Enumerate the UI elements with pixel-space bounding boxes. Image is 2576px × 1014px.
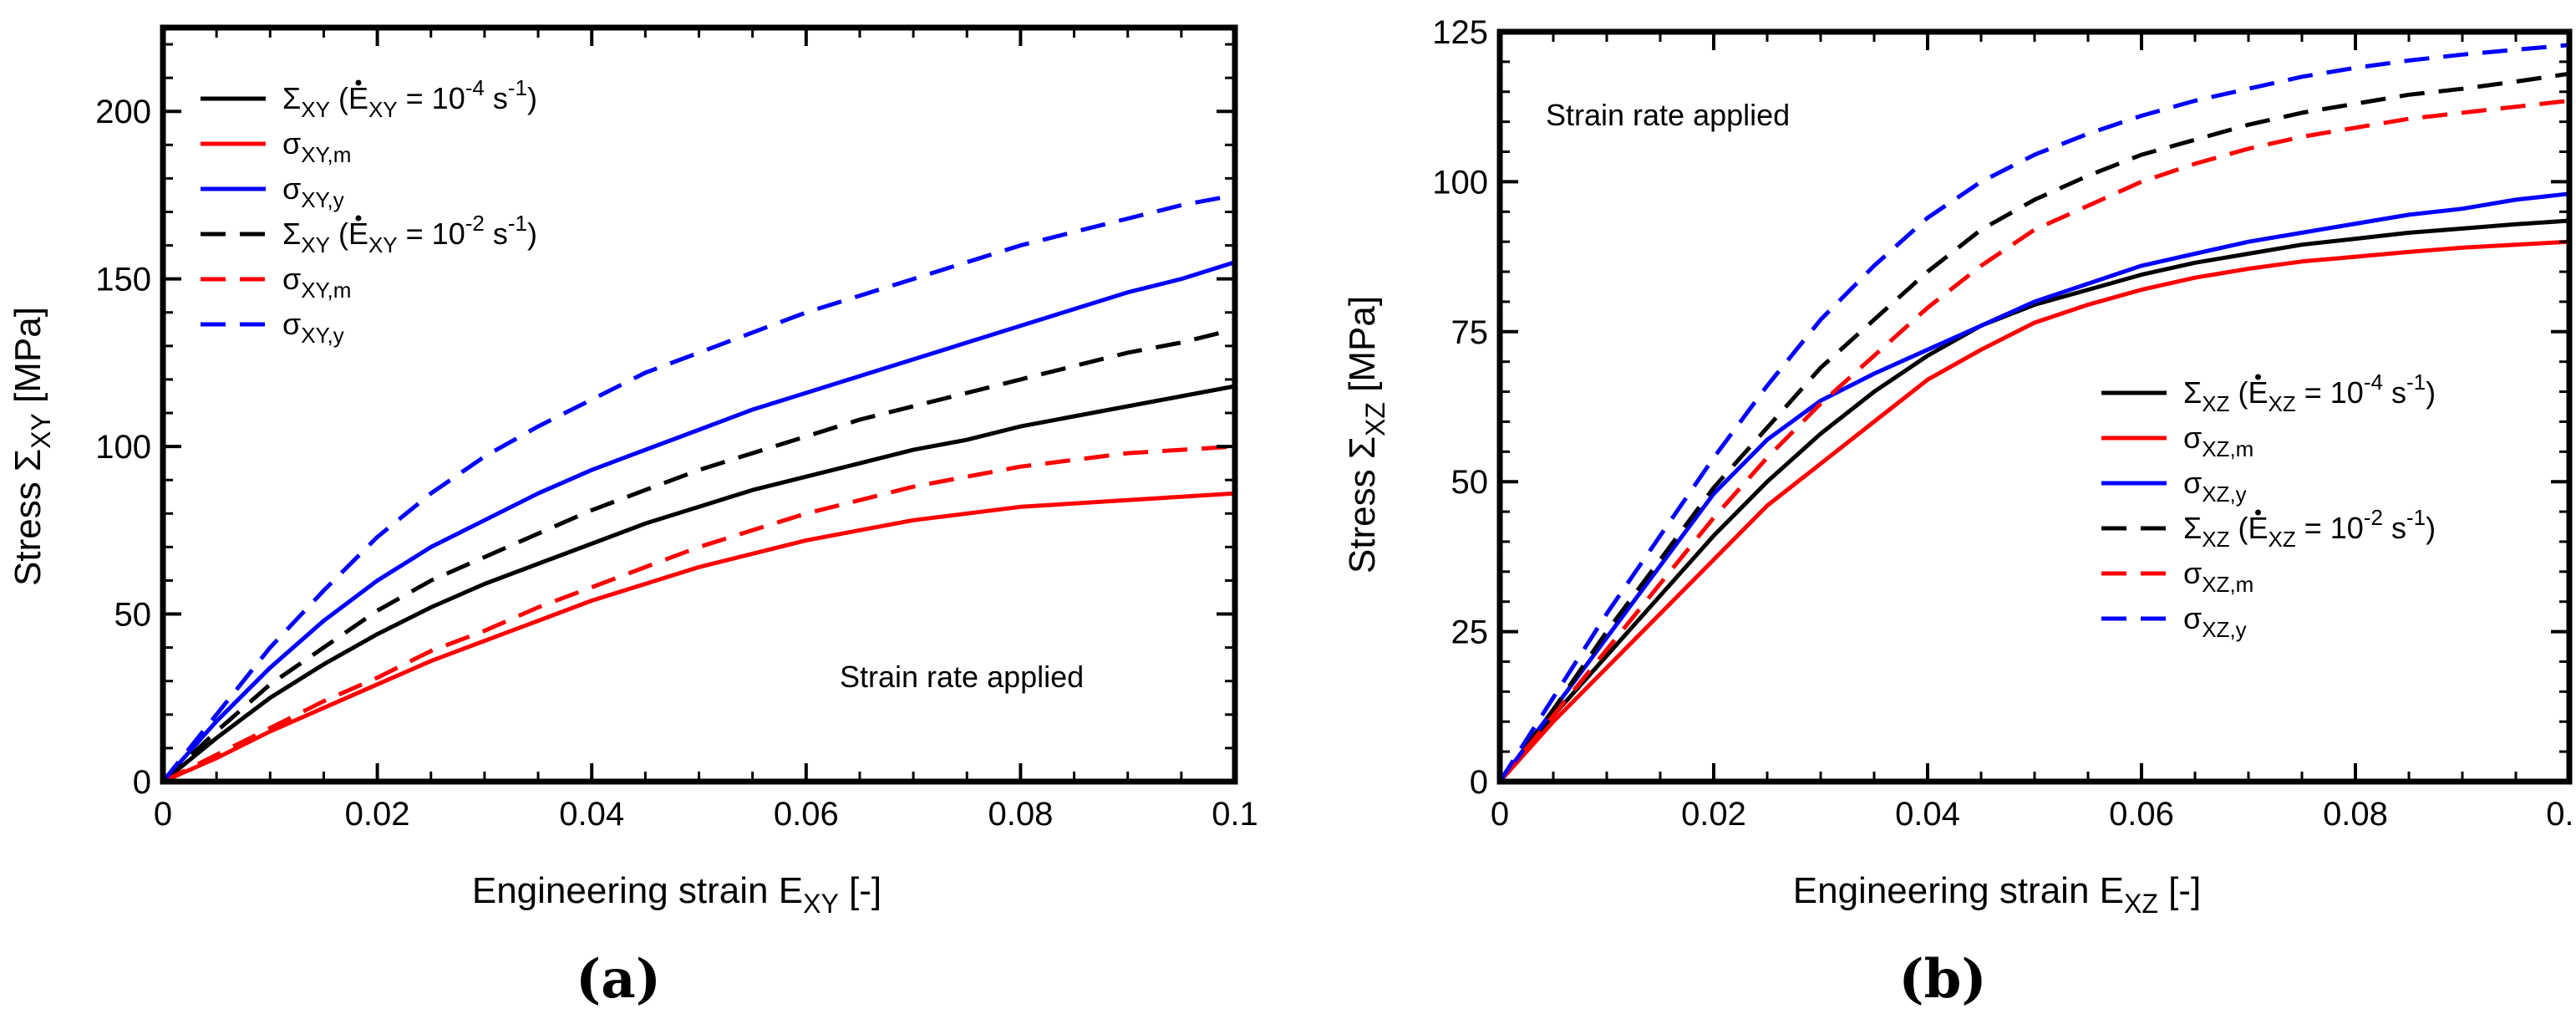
panel-b-legend-entry: ΣXZ (EXZ = 10-4 s-1): [2183, 369, 2436, 416]
panel-b-series-3-line: [1497, 71, 2570, 783]
panel-b-y-tick-label: 125: [1432, 14, 1488, 51]
panel-b-series-0-line: [1498, 218, 2570, 783]
panel-a-series-1-line: [161, 491, 1236, 784]
panel-a-legend-entry: ΣXY (EXY = 10-4 s-1): [282, 75, 537, 122]
panel-b-legend-rate-dot: [2255, 374, 2262, 380]
panel-b-y-tick-label: 50: [1451, 464, 1489, 501]
panel-b-legend-entry: σXZ,m: [2183, 556, 2253, 597]
panel-b-y-tick-label: 75: [1451, 314, 1489, 351]
panel-b-plot-frame: [1496, 28, 2573, 785]
panel-a-legend-entry: σXY,m: [282, 126, 351, 167]
panel-b-series-2-line: [1497, 191, 2570, 783]
panel-b-y-tick-label: 0: [1470, 764, 1488, 801]
panel-a-legend-rate-dot: [355, 79, 362, 86]
panel-b-legend-entry: σXZ,y: [2183, 601, 2247, 642]
panel-a-x-tick-label: 0.1: [1212, 796, 1258, 833]
panel-a-x-tick-label: 0: [154, 796, 172, 833]
panel-a-x-tick-label: 0.02: [345, 796, 410, 833]
panel-b-x-tick-label: 0.1: [2546, 796, 2576, 833]
panel-b-chart: 0 0.02 0.04 0.06 0.08 0.1 0 25 50 75 100 125 ΣXZ (EX…: [1342, 14, 2576, 1011]
panel-a-chart: 0 0.02 0.04 0.06 0.08 0.1 0 50 100 150 200 ΣXY (EXY…: [8, 24, 1258, 1011]
panel-b-series-5-line: [1497, 43, 2570, 783]
panel-a-y-tick-label: 0: [133, 764, 151, 801]
panel-b-series-4-line: [1498, 99, 2570, 783]
panel-b-label: (b): [1898, 948, 1986, 1011]
panel-a-y-axis-label: Stress ΣXY [MPa]: [8, 307, 56, 586]
panel-b-y-tick-label: 25: [1451, 614, 1489, 651]
panel-a-x-axis-label: Engineering strain EXY [-]: [472, 870, 882, 919]
panel-a-legend-entry: ΣXY (EXY = 10-2 s-1): [282, 211, 537, 257]
panel-b-x-tick-label: 0.04: [1895, 796, 1960, 833]
panel-b-series-1-line: [1498, 239, 2570, 783]
panel-a-series-0-line: [161, 384, 1236, 783]
panel-b-x-tick-label: 0: [1491, 796, 1509, 833]
panel-a-series-3-line: [161, 327, 1236, 783]
panel-b-x-axis-label: Engineering strain EXZ [-]: [1793, 870, 2201, 919]
panel-a-y-tick-label: 150: [95, 262, 151, 298]
panel-b-legend-rate-dot: [2255, 509, 2262, 516]
panel-a-label: (a): [576, 948, 661, 1011]
panel-b-x-tick-label: 0.08: [2323, 796, 2388, 833]
panel-a-x-tick-label: 0.06: [774, 796, 839, 833]
panel-a-legend-entry: σXY,y: [282, 307, 344, 348]
panel-b-x-tick-label: 0.02: [1681, 796, 1746, 833]
panel-a-legend-entry: σXY,y: [282, 171, 344, 212]
panel-a-series-4-line: [161, 444, 1236, 784]
panel-b-legend-entry: σXZ,y: [2183, 466, 2247, 507]
panel-a-y-tick-label: 100: [95, 429, 151, 466]
panel-a-series-2-line: [161, 260, 1236, 783]
panel-b-legend-entry: ΣXZ (EXZ = 10-2 s-1): [2183, 505, 2436, 552]
panel-a-series-5-line: [161, 192, 1236, 783]
panel-a-annotation: Strain rate applied: [840, 660, 1084, 694]
panel-b-y-tick-label: 100: [1432, 164, 1488, 201]
panel-b-x-tick-label: 0.06: [2109, 796, 2174, 833]
panel-a-y-tick-label: 50: [114, 597, 152, 634]
panel-a-legend-rate-dot: [355, 215, 362, 222]
panel-a-x-tick-label: 0.08: [988, 796, 1053, 833]
panel-b-y-axis-label: Stress ΣXZ [MPa]: [1342, 296, 1390, 573]
panel-a-legend-entry: σXY,m: [282, 262, 351, 303]
panel-a-x-tick-label: 0.04: [559, 796, 624, 833]
panel-a-y-tick-label: 200: [95, 94, 151, 130]
panel-b-legend-entry: σXZ,m: [2183, 420, 2253, 461]
panel-b-annotation: Strain rate applied: [1546, 98, 1790, 132]
